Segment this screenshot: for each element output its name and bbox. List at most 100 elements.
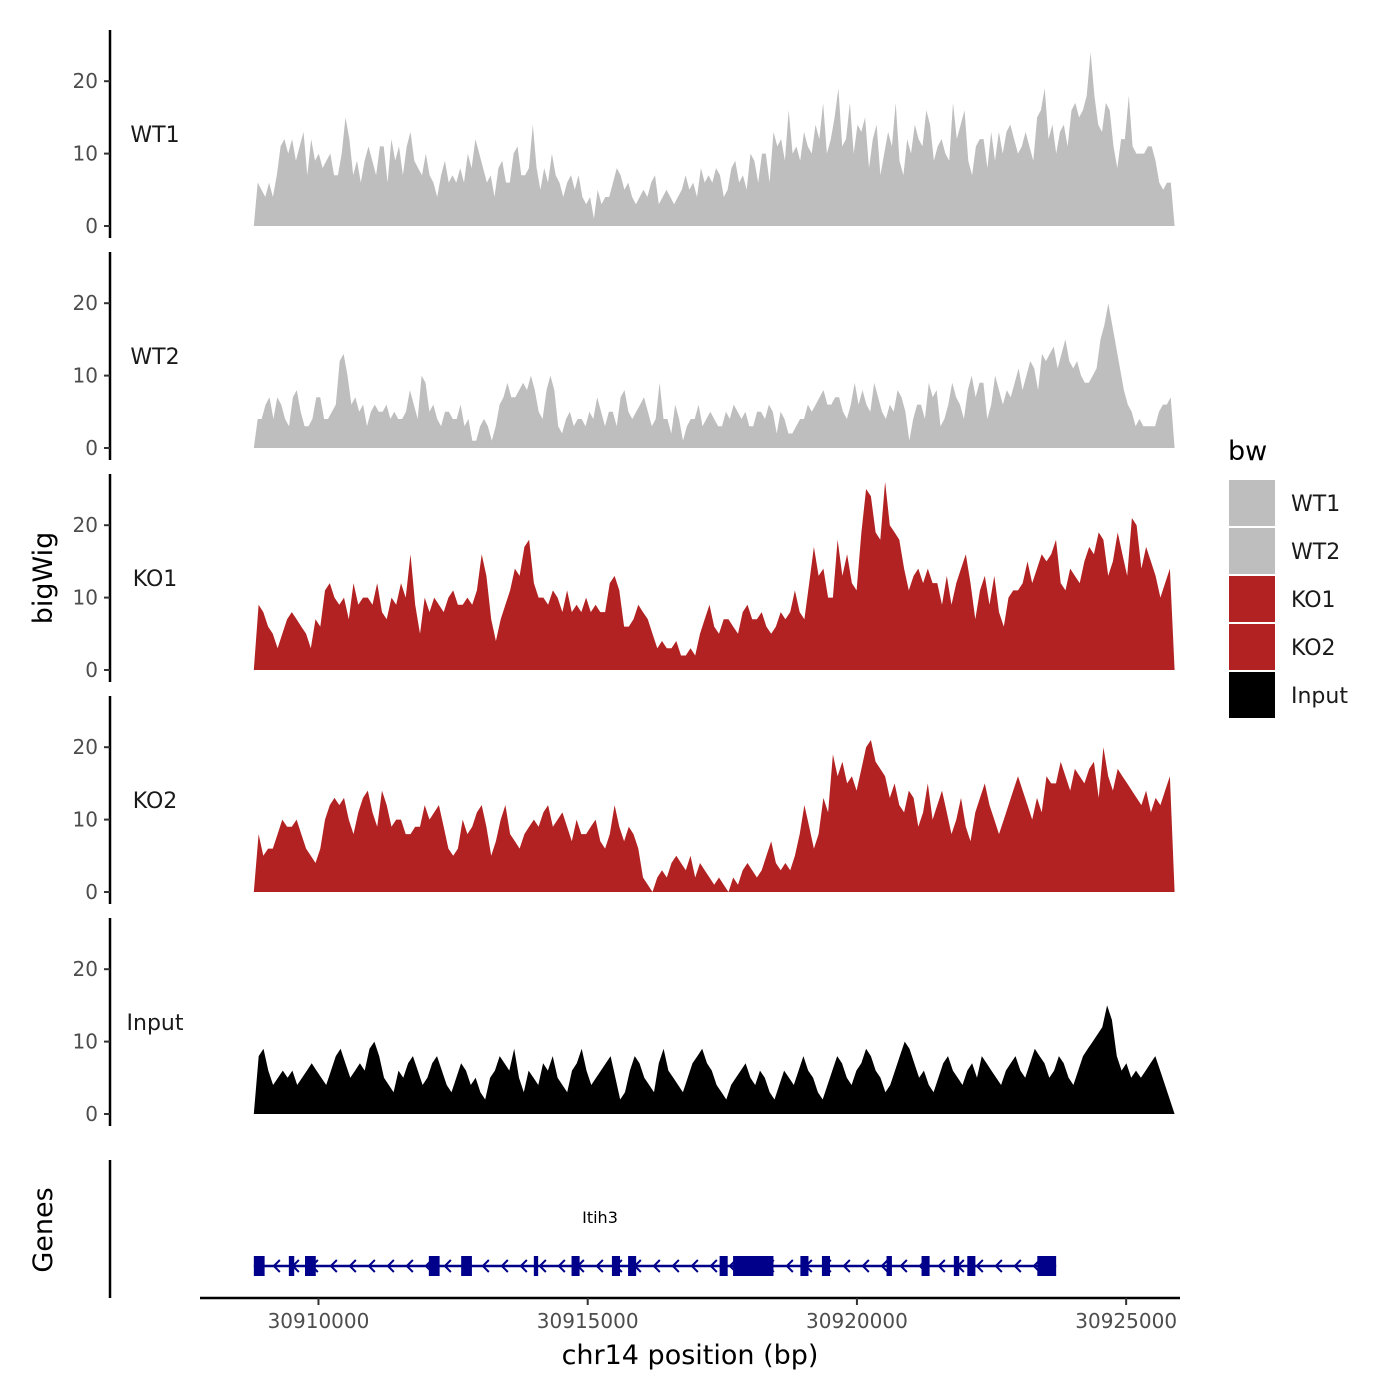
strand-arrow — [519, 1259, 528, 1273]
exon — [967, 1256, 976, 1276]
strand-arrow — [595, 1259, 604, 1273]
signal-area-ko1 — [253, 481, 1175, 670]
y-tick-label: 20 — [73, 513, 98, 537]
track-wt2: 0 10 20 WT2 — [73, 252, 1175, 460]
y-tick-label: 20 — [73, 735, 98, 759]
strand-arrow — [975, 1259, 984, 1273]
legend-swatch — [1229, 576, 1275, 622]
legend-swatch — [1229, 672, 1275, 718]
x-tick-label: 30925000 — [1075, 1309, 1177, 1333]
legend-swatch — [1229, 624, 1275, 670]
legend-item-wt1: WT1 — [1229, 480, 1340, 526]
exon — [428, 1256, 440, 1276]
x-tick-label: 30920000 — [806, 1309, 908, 1333]
legend-swatch — [1229, 528, 1275, 574]
legend: WT1 WT2 KO1 KO2 Input — [1229, 480, 1348, 718]
strand-arrow — [500, 1259, 509, 1273]
track-label: KO1 — [133, 567, 178, 592]
x-tick-label: 30910000 — [268, 1309, 370, 1333]
strand-arrow — [538, 1259, 547, 1273]
genes-track: Itih3 — [108, 1160, 1057, 1298]
strand-arrow — [367, 1259, 376, 1273]
track-label: KO2 — [133, 789, 178, 814]
track-ko2: 0 10 20 KO2 — [73, 696, 1175, 904]
exon — [253, 1256, 265, 1276]
y-tick-label: 0 — [85, 214, 98, 238]
strand-arrow — [386, 1259, 395, 1273]
exon — [886, 1256, 892, 1276]
signal-tracks: 0 10 20 WT1 0 10 20 WT2 0 10 20 KO1 0 10 20 KO2 0 10 20 Inp… — [73, 30, 1175, 1126]
legend-item-ko2: KO2 — [1229, 624, 1336, 670]
strand-arrow — [481, 1259, 490, 1273]
exon — [533, 1256, 539, 1276]
strand-arrow — [329, 1259, 338, 1273]
strand-arrow — [1013, 1259, 1022, 1273]
exon — [1037, 1256, 1057, 1276]
exon — [461, 1256, 472, 1276]
track-label: WT1 — [130, 123, 179, 148]
legend-item-ko1: KO1 — [1229, 576, 1336, 622]
signal-area-wt1 — [253, 52, 1175, 227]
strand-arrow — [405, 1259, 414, 1273]
x-axis-title: chr14 position (bp) — [562, 1340, 819, 1371]
y-tick-label: 10 — [73, 586, 98, 610]
gene-itih3: Itih3 — [253, 1208, 1057, 1276]
strand-arrow — [690, 1259, 699, 1273]
y-tick-label: 20 — [73, 957, 98, 981]
strand-arrow — [880, 1259, 889, 1273]
y-tick-label: 0 — [85, 880, 98, 904]
y-tick-label: 20 — [73, 69, 98, 93]
signal-area-ko2 — [253, 740, 1175, 892]
strand-arrow — [272, 1259, 281, 1273]
y-tick-label: 0 — [85, 1102, 98, 1126]
genes-track-title: Genes — [28, 1187, 59, 1272]
strand-arrow — [348, 1259, 357, 1273]
legend-label: Input — [1291, 684, 1348, 709]
legend-label: WT2 — [1291, 540, 1340, 565]
exon — [305, 1256, 316, 1276]
exon — [921, 1256, 930, 1276]
exon — [571, 1256, 580, 1276]
y-tick-label: 0 — [85, 436, 98, 460]
strand-arrow — [842, 1259, 851, 1273]
strand-arrow — [652, 1259, 661, 1273]
legend-swatch — [1229, 480, 1275, 526]
y-tick-label: 10 — [73, 1030, 98, 1054]
y-tick-label: 10 — [73, 808, 98, 832]
signal-area-input — [253, 1005, 1175, 1114]
strand-arrow — [899, 1259, 908, 1273]
exon — [719, 1256, 728, 1276]
exon — [821, 1256, 830, 1276]
y-tick-label: 0 — [85, 658, 98, 682]
x-axis: 30910000 30915000 30920000 30925000 — [200, 1296, 1180, 1333]
strand-arrow — [861, 1259, 870, 1273]
legend-title: bw — [1228, 436, 1267, 467]
track-label: WT2 — [130, 345, 179, 370]
strand-arrow — [937, 1259, 946, 1273]
strand-arrow — [557, 1259, 566, 1273]
exon — [611, 1256, 620, 1276]
track-wt1: 0 10 20 WT1 — [73, 30, 1175, 238]
legend-item-wt2: WT2 — [1229, 528, 1340, 574]
legend-label: KO1 — [1291, 588, 1336, 613]
exon — [800, 1256, 809, 1276]
exon — [733, 1256, 774, 1276]
track-ko1: 0 10 20 KO1 — [73, 474, 1175, 682]
track-input: 0 10 20 Input — [73, 918, 1175, 1126]
gene-name-label: Itih3 — [582, 1208, 618, 1227]
exon — [628, 1256, 637, 1276]
exon — [953, 1256, 960, 1276]
strand-arrow — [785, 1259, 794, 1273]
y-tick-label: 10 — [73, 142, 98, 166]
y-axis-title: bigWig — [28, 532, 59, 625]
strand-arrow — [671, 1259, 680, 1273]
legend-label: WT1 — [1291, 492, 1340, 517]
y-tick-label: 10 — [73, 364, 98, 388]
y-tick-label: 20 — [73, 291, 98, 315]
track-label: Input — [127, 1011, 184, 1036]
strand-arrow — [443, 1259, 452, 1273]
legend-label: KO2 — [1291, 636, 1336, 661]
signal-area-wt2 — [253, 303, 1175, 448]
legend-item-input: Input — [1229, 672, 1348, 718]
